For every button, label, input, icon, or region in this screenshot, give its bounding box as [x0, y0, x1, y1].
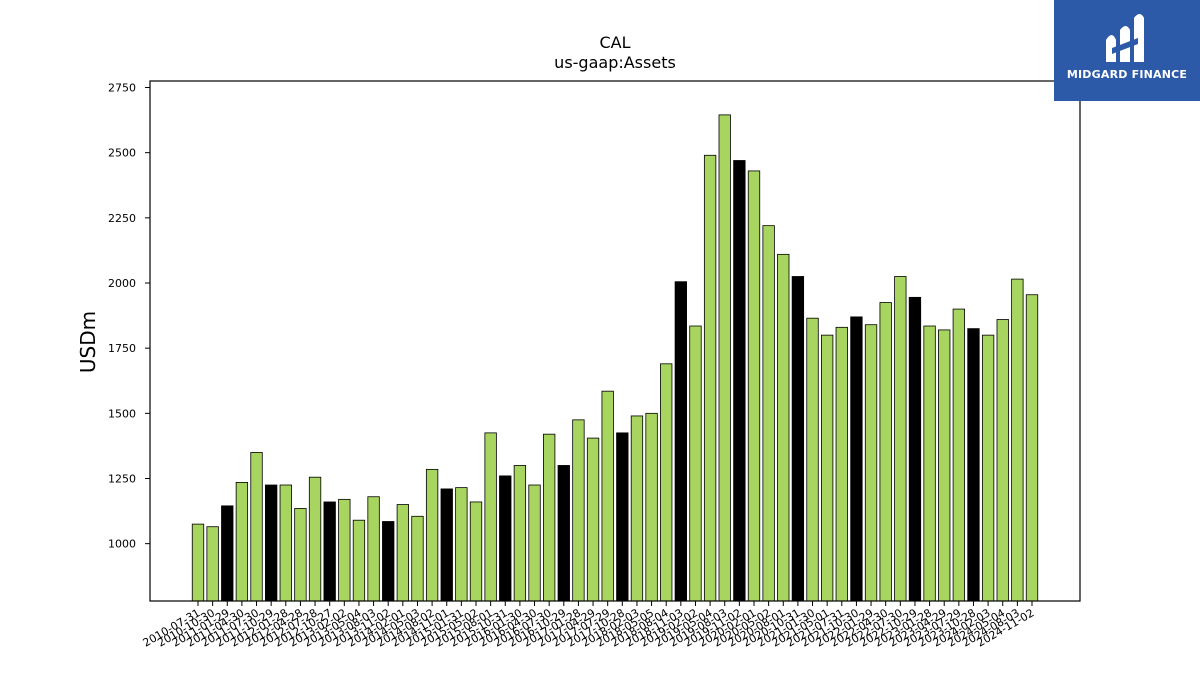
bar-2011-07-30	[250, 452, 263, 602]
bar-2017-01-28	[572, 419, 585, 602]
bar-2022-01-29	[864, 324, 878, 602]
midgard-logo-icon	[1106, 14, 1144, 62]
x-axis-ticks: 2010-07-312010-10-302011-01-292011-04-30…	[141, 601, 1037, 650]
bar-2023-04-29	[938, 329, 951, 602]
bar-2017-07-29	[601, 390, 614, 602]
bar-2013-11-02	[382, 521, 395, 602]
bar-2016-07-30	[543, 433, 556, 602]
bar-2013-02-02	[338, 498, 351, 602]
bar-2018-02-03	[630, 415, 644, 602]
y-axis-label: USDm	[76, 311, 100, 373]
bar-2020-10-31	[791, 276, 805, 602]
bar-2023-07-29	[952, 308, 965, 602]
y-tick-label: 1500	[108, 407, 136, 420]
y-tick-label: 1250	[108, 472, 136, 485]
bar-2019-05-04	[703, 154, 717, 602]
bar-2023-01-28	[923, 325, 936, 602]
bar-2013-05-04	[352, 519, 366, 602]
bar-2018-11-03	[674, 281, 687, 602]
bar-2019-02-02	[689, 325, 702, 602]
bar-2024-11-02	[1025, 294, 1039, 602]
bar-2024-05-04	[996, 319, 1009, 602]
bar-2014-08-02	[425, 468, 439, 602]
bar-2017-10-28	[616, 432, 629, 602]
y-axis-ticks: 1000 1250 1500 1750 2000 2250 2500 2750	[108, 82, 150, 551]
bar-2010-10-30	[206, 526, 219, 602]
plot-frame	[149, 80, 1081, 602]
bar-2018-05-05	[645, 412, 658, 602]
chart-subtitle: us-gaap:Assets	[554, 53, 676, 72]
bar-2022-10-29	[908, 296, 922, 602]
bar-2017-04-29	[586, 437, 600, 602]
bar-2016-04-30	[528, 484, 541, 602]
bar-2012-04-28	[294, 508, 307, 602]
bar-2024-08-03	[1011, 278, 1024, 602]
brand-logo: MIDGARD FINANCE	[1054, 0, 1200, 101]
bar-2012-07-28	[308, 476, 322, 602]
bar-2015-10-31	[499, 475, 512, 602]
bar-2021-10-30	[850, 316, 863, 602]
bar-2014-02-01	[396, 504, 409, 602]
chart-title: CAL	[599, 33, 630, 52]
y-tick-label: 2750	[108, 82, 136, 95]
bar-2020-08-01	[777, 253, 790, 602]
bar-2021-07-31	[835, 326, 848, 602]
bar-2018-08-04	[660, 363, 673, 602]
bar-2011-10-29	[265, 484, 278, 602]
brand-logo-text: MIDGARD FINANCE	[1066, 68, 1188, 81]
bar-2013-08-03	[367, 496, 380, 602]
bar-2021-01-30	[806, 317, 819, 602]
bar-2015-08-01	[484, 432, 497, 602]
y-tick-label: 1750	[108, 342, 136, 355]
bar-2010-07-31	[191, 523, 205, 602]
bar-2022-07-30	[894, 276, 907, 602]
bar-2011-04-30	[235, 481, 249, 602]
y-tick-label: 2250	[108, 212, 136, 225]
bar-2011-01-29	[221, 505, 234, 602]
bar-2015-01-31	[455, 487, 468, 602]
bar-2014-11-01	[440, 488, 453, 602]
bar-2023-10-28	[967, 328, 980, 602]
bar-2022-04-30	[879, 302, 892, 602]
bar-2016-10-29	[557, 465, 570, 602]
bar-2012-10-27	[323, 501, 336, 602]
bar-2020-05-02	[762, 225, 775, 602]
bar-2021-05-01	[821, 334, 834, 602]
bar-2019-11-02	[733, 160, 746, 602]
bar-2024-02-03	[981, 334, 995, 602]
y-tick-label: 2000	[108, 277, 136, 290]
bar-2016-01-30	[513, 465, 527, 602]
bars-group	[191, 114, 1039, 602]
bar-2012-01-28	[279, 484, 292, 602]
bar-2019-08-03	[718, 114, 731, 602]
bar-2020-02-01	[747, 170, 761, 602]
bar-2015-05-02	[469, 501, 483, 602]
bar-2014-05-03	[411, 515, 424, 602]
y-tick-label: 1000	[108, 538, 136, 551]
y-tick-label: 2500	[108, 147, 136, 160]
